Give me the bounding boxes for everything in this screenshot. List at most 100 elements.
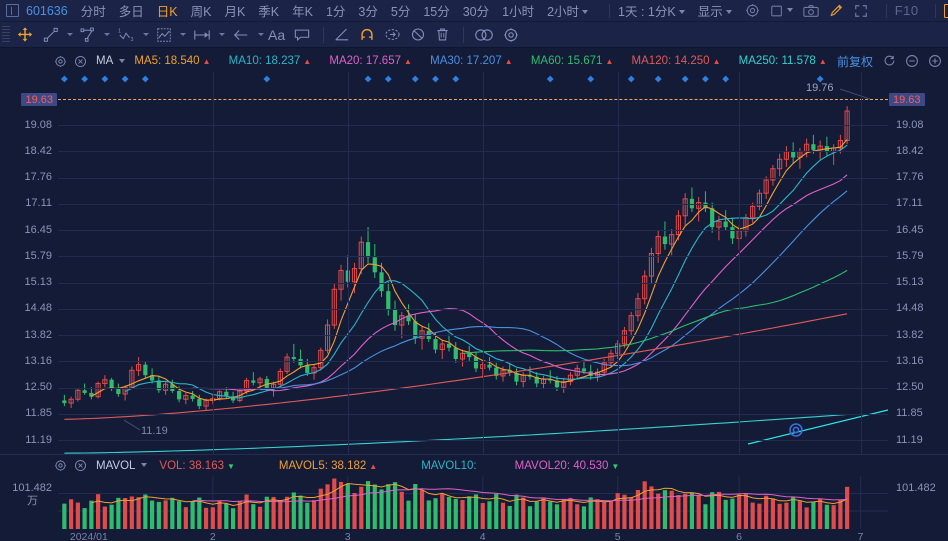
ma-line-ma30	[260, 190, 848, 391]
chevron-down-icon[interactable]	[725, 10, 732, 15]
settings-tool[interactable]	[500, 27, 522, 43]
period-jik[interactable]: 季K	[258, 5, 280, 19]
price-axis-right[interactable]: 19.63 19.08 18.42 17.76 17.11 16.45 15.79 15.13…	[888, 72, 948, 454]
period-duori[interactable]: 多日	[118, 5, 144, 19]
chevron-down-icon[interactable]	[258, 33, 264, 36]
chevron-down-icon[interactable]	[582, 10, 589, 15]
price-tick-label: 11.85	[896, 407, 923, 420]
price-pane[interactable]: 19.63 19.08 18.42 17.76 17.11 16.45 15.79 15.13…	[0, 72, 948, 454]
trendline-handle[interactable]	[789, 423, 803, 437]
top-toolbar: 601636 分时 多日 日K 周K 月K 季K 年K 1分 3分 5分 15分…	[0, 0, 948, 22]
chevron-down-icon[interactable]	[119, 58, 126, 63]
price-tick-label: 14.48	[896, 302, 924, 315]
trash-tool[interactable]	[432, 27, 453, 42]
event-markers[interactable]	[60, 75, 824, 83]
comment-tool[interactable]	[291, 28, 313, 42]
period-niank[interactable]: 年K	[292, 5, 313, 19]
candlestick-plot[interactable]: 19.76 11.19	[58, 72, 888, 454]
adjust-mode-label[interactable]: 前复权	[836, 54, 873, 69]
toolbar-drag-handle[interactable]	[2, 25, 10, 44]
text-tool[interactable]: Aa	[268, 26, 286, 43]
draw-divider	[323, 26, 325, 43]
fibonacci-tool[interactable]	[153, 27, 175, 43]
period-15min[interactable]: 15分	[423, 5, 450, 19]
user-trendline[interactable]	[747, 409, 888, 445]
panel-toggle-icon[interactable]	[6, 4, 19, 17]
arrow-tool[interactable]	[229, 28, 253, 42]
mavol-line-20	[192, 488, 848, 503]
ma-indicator-name[interactable]: MA	[96, 55, 114, 67]
period-yuek[interactable]: 月K	[224, 5, 246, 19]
compare-tool[interactable]	[471, 28, 497, 42]
zoom-out-icon[interactable]	[905, 54, 919, 68]
high-price-annotation: 19.76	[806, 82, 834, 94]
symbol-code[interactable]: 601636	[26, 3, 68, 18]
grid-line	[58, 151, 888, 153]
period-1min[interactable]: 1分	[325, 5, 346, 19]
grid-line	[58, 125, 888, 127]
chevron-down-icon[interactable]	[141, 463, 148, 467]
display-menu[interactable]: 显示	[698, 1, 732, 20]
fullscreen-icon[interactable]	[854, 4, 868, 18]
toolbar-divider-3	[934, 3, 936, 18]
price-tick-label: 13.82	[24, 328, 52, 341]
reset-icon[interactable]	[882, 54, 896, 68]
price-tick-label: 17.76	[24, 171, 52, 184]
angle-tool[interactable]	[331, 27, 353, 42]
chevron-down-icon[interactable]	[180, 33, 186, 36]
period-30min[interactable]: 30分	[462, 5, 490, 19]
trendline-handle-inner[interactable]	[792, 426, 800, 434]
grid-line	[58, 177, 888, 179]
grid-line-vertical	[739, 72, 741, 454]
ma-settings-gear-icon[interactable]	[54, 55, 67, 68]
settings-gear-icon[interactable]	[745, 3, 760, 18]
f10-button[interactable]: F10	[894, 3, 919, 18]
period-2hour[interactable]: 2小时	[547, 1, 589, 20]
vol-settings-gear-icon[interactable]	[54, 459, 67, 472]
period-rik[interactable]: 日K	[156, 5, 178, 19]
period-1hour[interactable]: 1小时	[502, 5, 535, 19]
chart-area[interactable]: 19.63 19.08 18.42 17.76 17.11 16.45 15.79 15.13…	[0, 72, 948, 541]
chevron-down-icon[interactable]	[678, 10, 685, 15]
volume-bars-plot[interactable]	[58, 476, 888, 529]
grid-line	[58, 361, 888, 363]
ma-line-ma10	[124, 144, 848, 399]
camera-icon[interactable]	[803, 4, 819, 18]
grid-line-vertical	[617, 72, 619, 454]
volume-pane[interactable]: 101.482 万 101.482 2024/01 2 3 4 5 6 7	[0, 476, 948, 541]
chevron-down-icon[interactable]	[104, 33, 110, 36]
price-tick-label: 19.08	[896, 118, 924, 131]
multi-period-selector[interactable]: 1天 : 1分K	[618, 1, 685, 20]
price-axis-left[interactable]: 19.63 19.08 18.42 17.76 17.11 16.45 15.79 15.13…	[0, 72, 58, 454]
magnet-tool[interactable]	[356, 27, 378, 42]
period-5min[interactable]: 5分	[390, 5, 411, 19]
ma-close-icon[interactable]	[74, 55, 87, 68]
chevron-down-icon[interactable]	[143, 33, 149, 36]
polyline-tool[interactable]	[77, 27, 99, 43]
crosshair-move-tool[interactable]	[13, 26, 37, 44]
hide-drawings-tool[interactable]	[407, 27, 429, 42]
svg-text:1: 1	[118, 28, 121, 34]
vol-indicator-name[interactable]: MAVOL	[96, 459, 136, 472]
zoom-in-icon[interactable]	[928, 54, 942, 68]
period-zhouk[interactable]: 周K	[190, 5, 212, 19]
period-fenshi[interactable]: 分时	[80, 5, 106, 19]
ma-line-ma250	[64, 413, 848, 454]
volume-indicator-row: MAVOL VOL: 38.163 ▼ MAVOL5: 38.182 ▲ MAVOL…	[0, 454, 948, 476]
grid-line	[58, 387, 888, 389]
price-tick-label: 16.45	[896, 223, 924, 236]
pencil-icon[interactable]	[829, 3, 844, 18]
layout-square-icon[interactable]	[770, 4, 793, 18]
annotation-leader-line	[123, 419, 141, 431]
vol-close-icon[interactable]	[74, 459, 87, 472]
trendline-tool[interactable]	[40, 27, 62, 43]
measure-tool[interactable]	[190, 28, 214, 42]
chevron-down-icon[interactable]	[219, 33, 225, 36]
right-panel-toggle-icon[interactable]	[943, 3, 948, 18]
chevron-down-icon[interactable]	[786, 8, 793, 12]
period-3min[interactable]: 3分	[358, 5, 378, 19]
lock-drawings-tool[interactable]	[381, 27, 404, 42]
chevron-down-icon[interactable]	[67, 33, 73, 36]
